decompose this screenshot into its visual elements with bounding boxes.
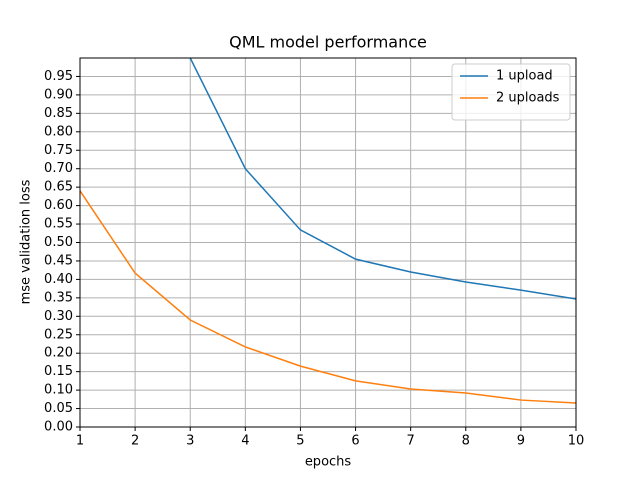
plot-area (80, 58, 576, 404)
chart-title: QML model performance (229, 33, 427, 52)
y-tick-label: 0.45 (44, 253, 73, 268)
x-tick-label: 3 (186, 434, 194, 449)
y-tick-label: 0.80 (44, 124, 73, 139)
x-tick-label: 4 (241, 434, 249, 449)
y-tick-label: 0.60 (44, 198, 73, 213)
x-axis-label: epochs (305, 455, 352, 470)
y-tick-label: 0.05 (44, 401, 73, 416)
y-tick-label: 0.95 (44, 69, 73, 84)
legend-label: 1 upload (496, 69, 553, 84)
y-tick-label: 0.50 (44, 235, 73, 250)
x-tick-label: 5 (296, 434, 304, 449)
x-tick-label: 2 (131, 434, 139, 449)
y-tick-label: 0.85 (44, 106, 73, 121)
series-line (189, 58, 576, 300)
y-tick-label: 0.35 (44, 290, 73, 305)
x-tick-label: 6 (351, 434, 359, 449)
x-tick-label: 8 (462, 434, 470, 449)
legend-box (451, 63, 571, 121)
x-tick-label: 10 (568, 434, 585, 449)
x-tick-label: 1 (76, 434, 84, 449)
x-tick-label: 9 (517, 434, 525, 449)
y-tick-label: 0.70 (44, 161, 73, 176)
y-axis-label: mse validation loss (19, 179, 34, 304)
y-tick-label: 0.40 (44, 272, 73, 287)
y-tick-label: 0.55 (44, 217, 73, 232)
y-tick-label: 0.75 (44, 143, 73, 158)
y-tick-label: 0.65 (44, 180, 73, 195)
y-tick-label: 0.10 (44, 383, 73, 398)
legend: 1 upload 2 uploads (451, 63, 571, 121)
y-tick-label: 0.25 (44, 327, 73, 342)
y-tick-label: 0.90 (44, 87, 73, 102)
y-tick-label: 0.30 (44, 309, 73, 324)
legend-label: 2 uploads (496, 91, 560, 106)
y-tick-label: 0.15 (44, 364, 73, 379)
y-tick-label: 0.00 (44, 420, 73, 435)
x-tick-label: 7 (407, 434, 415, 449)
y-tick-label: 0.20 (44, 346, 73, 361)
series-line (80, 190, 576, 404)
